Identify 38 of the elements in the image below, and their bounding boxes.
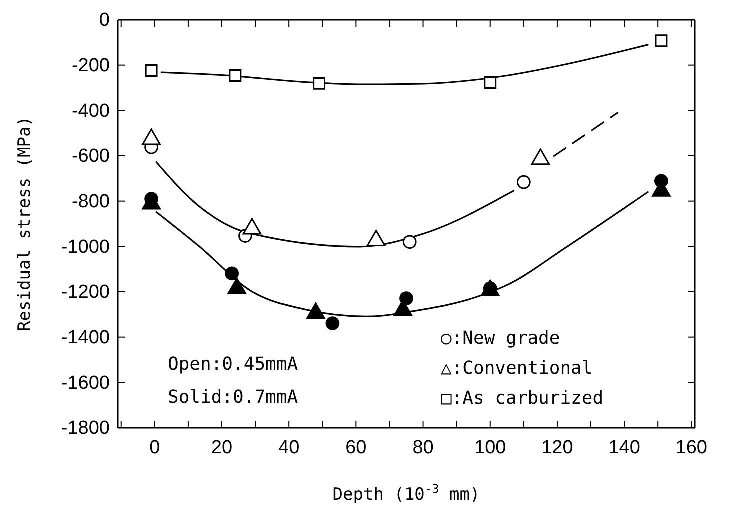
y-tick-label: -1600 (61, 372, 110, 394)
x-axis-title: Depth (10$^{-3}$ mm) (332, 482, 480, 505)
y-tick-label: -1800 (61, 418, 110, 440)
y-tick-label: -400 (72, 100, 110, 122)
x-tick-label: 140 (608, 437, 640, 458)
annotation: △:Conventional (441, 358, 593, 379)
point (145, 64, 158, 77)
x-tick-label: 60 (346, 437, 367, 458)
y-tick-label: 0 (99, 10, 110, 32)
x-tick-label: 40 (278, 437, 300, 458)
point (654, 174, 668, 188)
point (326, 316, 340, 330)
annotation: □:As carburized (441, 388, 604, 409)
x-tick-label: 20 (211, 437, 233, 458)
annotation: Open:0.45mmA (168, 354, 298, 375)
line-series (156, 162, 515, 248)
point (229, 70, 242, 82)
y-axis-title: Residual stress (MPa) (15, 116, 35, 332)
point (402, 235, 417, 250)
x-tick-label: 0 (150, 437, 160, 458)
y-tick-label: -1000 (61, 236, 110, 258)
point (655, 34, 668, 48)
y-tick-label: -1200 (61, 282, 110, 304)
y-tick-label: -800 (72, 191, 110, 212)
point (400, 292, 414, 306)
x-tick-label: 120 (542, 437, 574, 458)
point (484, 76, 497, 90)
y-tick-label: -1400 (61, 327, 110, 348)
x-tick-label: 80 (412, 437, 434, 458)
x-tick-label: 100 (474, 437, 506, 458)
point (313, 77, 326, 90)
x-tick-label: 160 (676, 437, 708, 458)
point (516, 175, 531, 190)
annotation: Solid:0.7mmA (168, 387, 298, 408)
point (225, 266, 239, 281)
annotation: ○:New grade (441, 328, 560, 349)
y-tick-label: -200 (72, 55, 110, 76)
y-tick-label: -600 (72, 146, 110, 168)
